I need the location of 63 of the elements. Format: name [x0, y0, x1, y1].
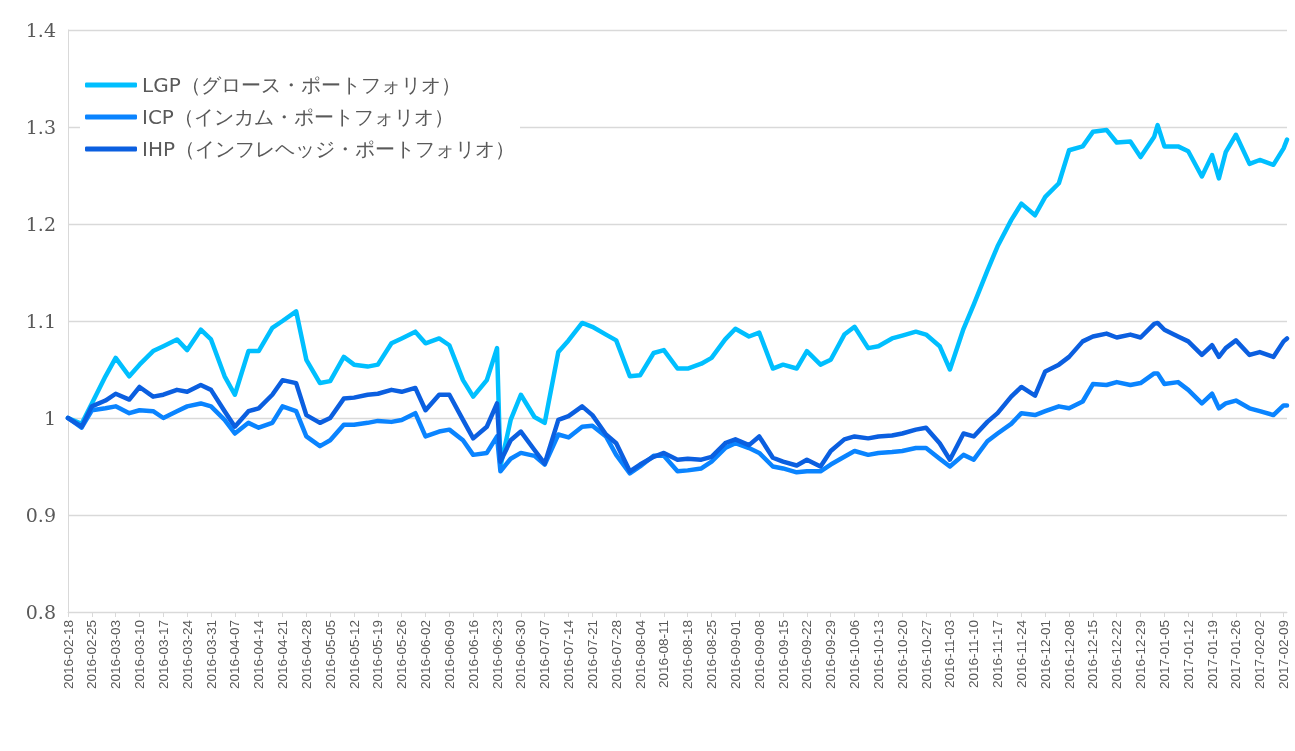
x-tick-label: 2016-11-10	[966, 620, 982, 689]
x-tick-label: 2017-01-19	[1204, 620, 1220, 690]
x-tick-label: 2016-08-18	[680, 620, 696, 690]
x-tick-label: 2016-12-22	[1109, 620, 1125, 690]
x-tick-label: 2016-08-11	[656, 620, 672, 689]
x-tick-label: 2016-06-09	[441, 620, 457, 690]
x-tick-label: 2016-12-29	[1133, 620, 1149, 690]
x-tick-label: 2016-11-24	[1013, 619, 1029, 689]
y-tick-label: 1.1	[25, 310, 56, 332]
legend-label: LGP（グロース・ポートフォリオ）	[142, 73, 461, 97]
x-tick-label: 2017-01-12	[1180, 620, 1196, 690]
x-tick-label: 2016-02-18	[60, 620, 76, 690]
x-tick-label: 2016-09-01	[727, 620, 743, 690]
x-tick-label: 2016-07-28	[608, 620, 624, 690]
x-tick-label: 2016-04-14	[251, 619, 267, 690]
x-tick-label: 2016-10-20	[894, 620, 910, 690]
x-tick-label: 2017-02-02	[1252, 620, 1268, 690]
x-tick-label: 2016-05-26	[394, 620, 410, 690]
x-tick-label: 2016-08-25	[704, 620, 720, 690]
x-tick-label: 2017-01-26	[1228, 620, 1244, 690]
x-tick-label: 2016-03-10	[132, 620, 148, 690]
x-tick-label: 2016-07-21	[584, 620, 600, 690]
x-tick-label: 2016-05-12	[346, 620, 362, 690]
x-tick-label: 2016-05-05	[322, 620, 338, 690]
x-tick-label: 2016-11-03	[942, 620, 958, 689]
x-tick-label: 2016-04-07	[227, 620, 243, 690]
legend-label: IHP（インフレヘッジ・ポートフォリオ）	[142, 137, 515, 161]
x-tick-label: 2016-06-30	[513, 620, 529, 690]
x-tick-label: 2016-05-19	[370, 620, 386, 690]
y-tick-label: 1.3	[25, 116, 56, 138]
x-tick-label: 2016-10-27	[918, 620, 934, 690]
x-tick-label: 2016-03-31	[203, 620, 219, 690]
x-tick-label: 2016-12-08	[1061, 620, 1077, 690]
y-tick-label: 1.2	[25, 213, 56, 235]
x-tick-label: 2016-09-22	[799, 620, 815, 690]
x-tick-label: 2016-12-15	[1085, 620, 1101, 690]
y-tick-label: 0.8	[25, 601, 56, 623]
x-tick-label: 2016-07-07	[537, 620, 553, 690]
x-tick-label: 2016-09-15	[775, 620, 791, 690]
y-tick-label: 1	[43, 407, 56, 429]
x-tick-label: 2016-11-17	[990, 620, 1006, 689]
y-tick-label: 1.4	[25, 19, 56, 41]
x-tick-label: 2016-09-08	[751, 620, 767, 690]
y-tick-label: 0.9	[25, 504, 56, 526]
x-tick-label: 2016-10-06	[847, 620, 863, 690]
x-tick-label: 2016-06-02	[418, 620, 434, 690]
x-tick-label: 2016-12-01	[1037, 620, 1053, 690]
x-tick-label: 2016-10-13	[870, 620, 886, 690]
x-tick-label: 2016-09-29	[823, 620, 839, 690]
x-tick-label: 2017-02-09	[1276, 620, 1292, 690]
x-tick-label: 2016-04-28	[298, 620, 314, 690]
x-tick-label: 2016-08-04	[632, 619, 648, 690]
x-tick-label: 2016-06-23	[489, 620, 505, 690]
line-series	[65, 320, 1290, 474]
x-tick-label: 2016-03-17	[155, 620, 171, 690]
x-tick-label: 2016-03-24	[179, 619, 195, 690]
x-tick-label: 2016-04-21	[275, 620, 291, 690]
x-tick-label: 2017-01-05	[1156, 620, 1172, 690]
x-tick-label: 2016-06-16	[465, 620, 481, 690]
x-tick-label: 2016-07-14	[561, 619, 577, 690]
x-tick-label: 2016-03-03	[108, 620, 124, 690]
x-tick-label: 2016-02-25	[84, 620, 100, 690]
legend-label: ICP（インカム・ポートフォリオ）	[142, 105, 454, 129]
